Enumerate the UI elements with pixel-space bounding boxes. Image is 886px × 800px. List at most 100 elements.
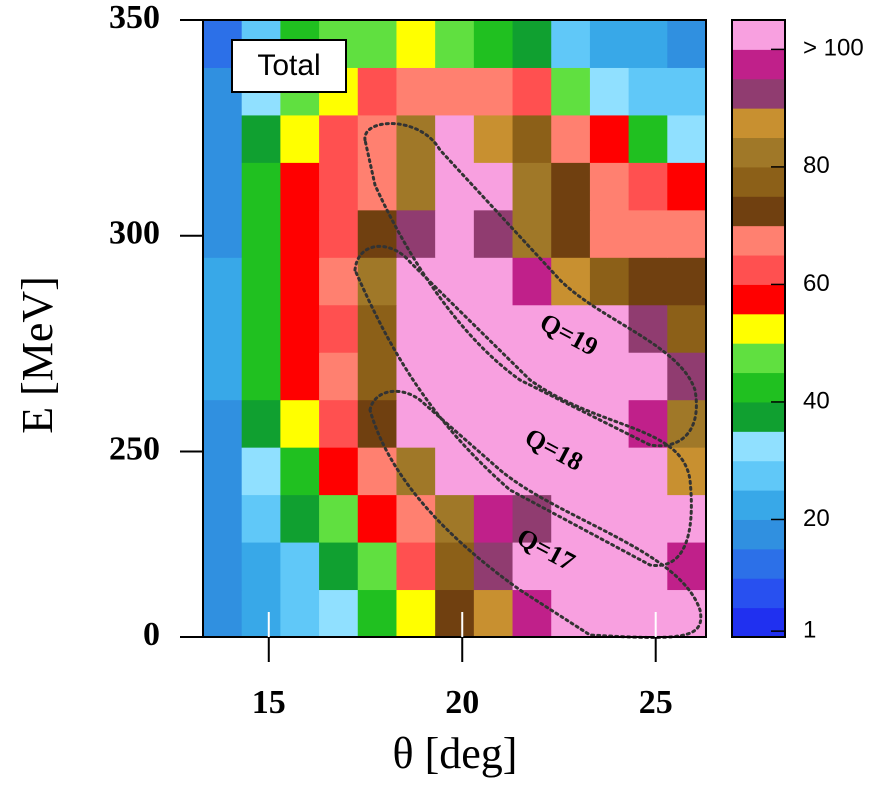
heat-cell [628,589,668,638]
colorbar-band [732,578,785,609]
heat-cell [589,589,630,638]
heat-cell [473,494,514,543]
colorbar-tick-label: 40 [803,387,830,414]
heat-cell [280,209,320,258]
heat-cell [473,209,514,258]
heat-cell [551,114,591,163]
heat-cell [280,352,320,401]
heat-cell [628,352,668,401]
heat-cell [628,447,668,496]
heat-cell [589,114,630,163]
x-tick-label: 20 [445,684,479,721]
heat-cell [319,494,359,543]
colorbar-band [732,490,785,520]
heat-cell [319,209,359,258]
colorbar-band [732,20,785,50]
heat-cell [589,209,630,258]
colorbar-band [732,460,785,491]
heat-cell [667,494,707,543]
heat-cell [551,447,591,496]
colorbar-tick-label: > 100 [803,35,864,62]
heat-cell [589,20,630,68]
heat-cell [551,304,591,353]
colorbar-frame [731,19,786,638]
heat-cell [512,67,552,116]
heat-cell [203,542,243,591]
heat-cell [589,447,630,496]
heat-cell [551,20,591,68]
colorbar-band [732,607,785,638]
colorbar-band [732,313,785,344]
heat-cell [551,162,591,211]
heat-cell [628,114,668,163]
heat-cell [280,494,320,543]
heat-cell [667,257,707,306]
heat-cell [435,352,475,401]
heat-cell [203,114,243,163]
heat-cell [473,20,514,68]
heat-cell [435,304,475,353]
heat-cell [435,589,475,638]
colorbar-tick-label: 80 [803,152,830,179]
heat-cell [280,162,320,211]
heat-cell [357,589,397,638]
colorbar-band [732,108,785,139]
colorbar-tick-label: 1 [803,616,816,643]
plot-frame [202,19,707,638]
heat-cell [512,447,552,496]
colorbar-band [732,49,785,80]
heat-cell [396,114,436,163]
heat-cell [512,304,552,353]
colorbar-band [732,548,785,579]
heat-cell [241,114,281,163]
heat-cell [628,20,668,68]
heat-cell [280,257,320,306]
heat-cell [319,257,359,306]
heat-cell [667,114,707,163]
y-tick-label: 250 [109,430,160,467]
heat-cell [667,162,707,211]
heat-cell [319,162,359,211]
heat-cell [319,399,359,448]
heat-cell [512,399,552,448]
contour-q18 [353,245,693,568]
heat-cell [203,162,243,211]
heat-cell [357,162,397,211]
contour-q19 [363,122,698,448]
heat-cell [589,304,630,353]
heat-cell [551,67,591,116]
heat-cell [628,209,668,258]
heat-cell [280,542,320,591]
heat-cell [280,114,320,163]
heat-cell [203,447,243,496]
heat-cell [667,20,707,68]
heat-cell [241,399,281,448]
colorbar: 1 20 40 60 80 > 100 [731,19,864,643]
heat-cell [667,304,707,353]
heat-cell [551,542,591,591]
heat-cell [589,162,630,211]
heat-cell [435,209,475,258]
heat-cell [435,494,475,543]
heat-cell [319,352,359,401]
heat-cell [396,67,436,116]
heat-cell [280,304,320,353]
heat-cell [280,589,320,638]
heat-cell [203,589,243,638]
heat-cell [473,589,514,638]
heat-cell [589,352,630,401]
heat-cell [241,162,281,211]
heat-cell [241,542,281,591]
heat-cell [435,67,475,116]
colorbar-tick-label: 20 [803,505,830,532]
heat-cell [203,399,243,448]
heat-cell [241,209,281,258]
heat-cell [203,209,243,258]
heat-cell [203,494,243,543]
heat-cell [280,447,320,496]
heat-cell [241,494,281,543]
heat-cell [396,589,436,638]
y-tick-label: 350 [109,0,160,36]
heat-cell [435,20,475,68]
